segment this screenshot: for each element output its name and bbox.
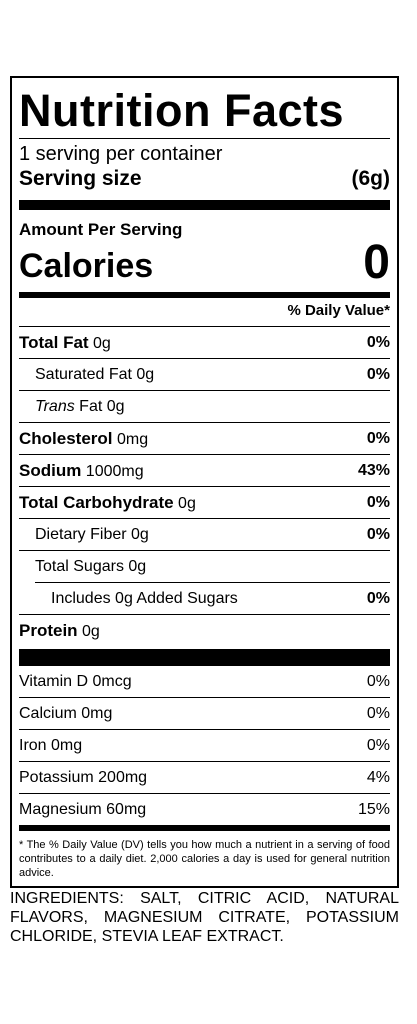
nutrient-row-total-carbohydrate: Total Carbohydrate 0g 0% [19,486,390,518]
nutrient-dv: 0% [366,334,390,351]
mineral-dv: 4% [366,769,390,786]
servings-per-container: 1 serving per container [19,143,223,165]
nutrient-name: Total Sugars 0g [35,558,147,575]
mineral-dv: 0% [366,737,390,754]
nutrient-name-italic: Trans [35,398,75,415]
nutrient-row-total-sugars: Total Sugars 0g [19,550,390,582]
mineral-row-calcium: Calcium 0mg 0% [19,697,390,729]
wide-divider [19,649,390,666]
added-sugars-divider: Includes 0g Added Sugars 0% [35,582,390,614]
nutrient-row-added-sugars: Includes 0g Added Sugars 0% [35,583,390,614]
calories-label: Calories [19,247,154,285]
nutrient-row-dietary-fiber: Dietary Fiber 0g 0% [19,518,390,550]
divider [19,138,390,139]
nutrient-amount: 0g [77,622,100,640]
nutrient-dv: 0% [366,366,390,383]
daily-value-header: % Daily Value* [287,302,390,319]
ingredients-list: INGREDIENTS: SALT, CITRIC ACID, NATURAL … [10,890,399,945]
mineral-dv: 0% [366,673,390,690]
serving-size-value: (6g) [351,167,391,190]
mineral-row-iron: Iron 0mg 0% [19,729,390,761]
nutrient-name: Cholesterol [19,428,113,448]
mineral-dv: 0% [366,705,390,722]
nutrient-dv: 0% [366,430,390,447]
nutrient-row-saturated-fat: Saturated Fat 0g 0% [19,358,390,390]
nutrient-dv: 43% [357,462,390,479]
nutrient-name: Total Carbohydrate [19,492,174,512]
mineral-dv: 15% [357,801,390,818]
nutrient-name: Dietary Fiber 0g [35,526,149,543]
label-title: Nutrition Facts [19,85,345,136]
nutrient-dv: 0% [366,526,390,543]
nutrient-row-total-fat: Total Fat 0g 0% [19,326,390,358]
calories-value: 0 [363,236,390,289]
nutrient-name: Includes 0g Added Sugars [51,590,238,607]
calories-row: Calories 0 [19,236,390,289]
nutrient-name-rest: Fat 0g [74,398,125,415]
nutrient-amount: 0mg [112,430,149,448]
serving-size-label: Serving size [19,167,142,190]
amount-per-serving: Amount Per Serving [19,220,183,239]
nutrient-row-sodium: Sodium 1000mg 43% [19,454,390,486]
nutrient-name: Total Fat [19,332,89,352]
nutrient-row-trans-fat: Trans Fat 0g [19,390,390,422]
mineral-name: Potassium 200mg [19,769,148,786]
mineral-name: Vitamin D 0mcg [19,673,132,690]
nutrient-row-protein: Protein 0g [19,614,390,646]
nutrient-amount: 1000mg [81,462,144,480]
nutrient-amount: 0g [173,494,196,512]
mineral-row-potassium: Potassium 200mg 4% [19,761,390,793]
minerals-section: Vitamin D 0mcg 0% Calcium 0mg 0% Iron 0m… [19,666,390,825]
medium-divider [19,292,390,298]
nutrient-name: Saturated Fat 0g [35,366,155,383]
nutrient-row-cholesterol: Cholesterol 0mg 0% [19,422,390,454]
medium-divider [19,825,390,831]
nutrient-dv: 0% [366,494,390,511]
serving-size-row: Serving size (6g) [19,166,390,192]
mineral-row-vitamin-d: Vitamin D 0mcg 0% [19,666,390,697]
nutrient-name: Sodium [19,460,82,480]
mineral-row-magnesium: Magnesium 60mg 15% [19,793,390,825]
mineral-name: Calcium 0mg [19,705,113,722]
mineral-name: Iron 0mg [19,737,83,754]
nutrient-name: Protein [19,620,78,640]
mineral-name: Magnesium 60mg [19,801,147,818]
nutrient-dv: 0% [366,590,390,607]
nutrient-amount: 0g [88,334,111,352]
daily-value-footnote: * The % Daily Value (DV) tells you how m… [19,839,390,879]
nutrition-facts-panel: Nutrition Facts 1 serving per container … [10,76,399,888]
thick-divider [19,200,390,210]
